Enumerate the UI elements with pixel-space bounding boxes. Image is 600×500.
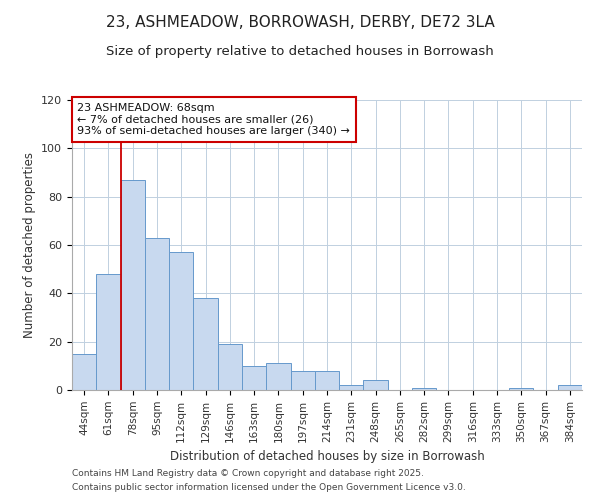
- Y-axis label: Number of detached properties: Number of detached properties: [23, 152, 35, 338]
- Bar: [218, 344, 242, 390]
- Text: Contains public sector information licensed under the Open Government Licence v3: Contains public sector information licen…: [72, 484, 466, 492]
- Bar: [96, 274, 121, 390]
- Text: Contains HM Land Registry data © Crown copyright and database right 2025.: Contains HM Land Registry data © Crown c…: [72, 468, 424, 477]
- Bar: [339, 385, 364, 390]
- Bar: [193, 298, 218, 390]
- Bar: [509, 388, 533, 390]
- X-axis label: Distribution of detached houses by size in Borrowash: Distribution of detached houses by size …: [170, 450, 484, 463]
- Bar: [121, 180, 145, 390]
- Bar: [558, 385, 582, 390]
- Bar: [242, 366, 266, 390]
- Bar: [266, 364, 290, 390]
- Bar: [315, 370, 339, 390]
- Bar: [290, 370, 315, 390]
- Text: 23 ASHMEADOW: 68sqm
← 7% of detached houses are smaller (26)
93% of semi-detache: 23 ASHMEADOW: 68sqm ← 7% of detached hou…: [77, 103, 350, 136]
- Bar: [364, 380, 388, 390]
- Bar: [72, 354, 96, 390]
- Text: Size of property relative to detached houses in Borrowash: Size of property relative to detached ho…: [106, 45, 494, 58]
- Text: 23, ASHMEADOW, BORROWASH, DERBY, DE72 3LA: 23, ASHMEADOW, BORROWASH, DERBY, DE72 3L…: [106, 15, 494, 30]
- Bar: [169, 252, 193, 390]
- Bar: [412, 388, 436, 390]
- Bar: [145, 238, 169, 390]
